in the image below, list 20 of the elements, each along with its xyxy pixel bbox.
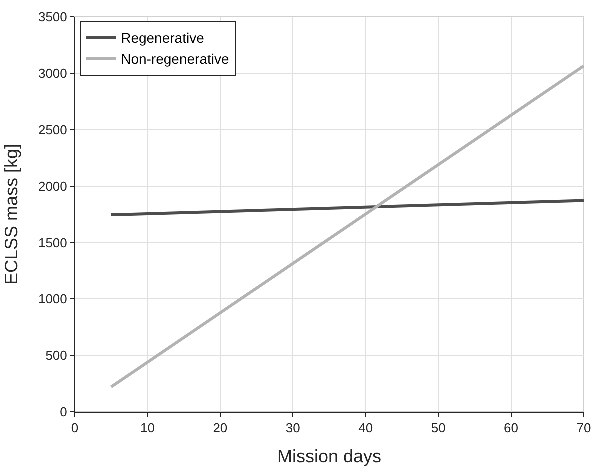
x-tick-label: 0 [71,420,79,436]
y-tick-label: 2500 [38,122,68,138]
y-tick-label: 500 [46,348,68,364]
x-tick-label: 30 [286,420,300,436]
y-tick-label: 1500 [38,235,68,250]
legend-label: Regenerative [121,30,205,46]
y-tick-label: 2000 [38,178,68,194]
y-tick-label: 3500 [38,10,68,25]
x-axis-title: Mission days [277,446,382,467]
x-tick-label: 10 [140,420,155,436]
y-tick-label: 3000 [38,66,68,81]
legend-label: Non-regenerative [121,51,230,68]
y-tick-label: 0 [60,404,68,420]
x-tick-label: 70 [576,420,592,436]
y-axis-title: ECLSS mass [kg] [2,144,22,286]
x-tick-label: 20 [213,420,228,436]
x-tick-label: 60 [504,420,519,436]
x-tick-label: 50 [431,420,446,436]
x-tick-label: 40 [358,420,374,436]
y-tick-label: 1000 [38,292,68,307]
